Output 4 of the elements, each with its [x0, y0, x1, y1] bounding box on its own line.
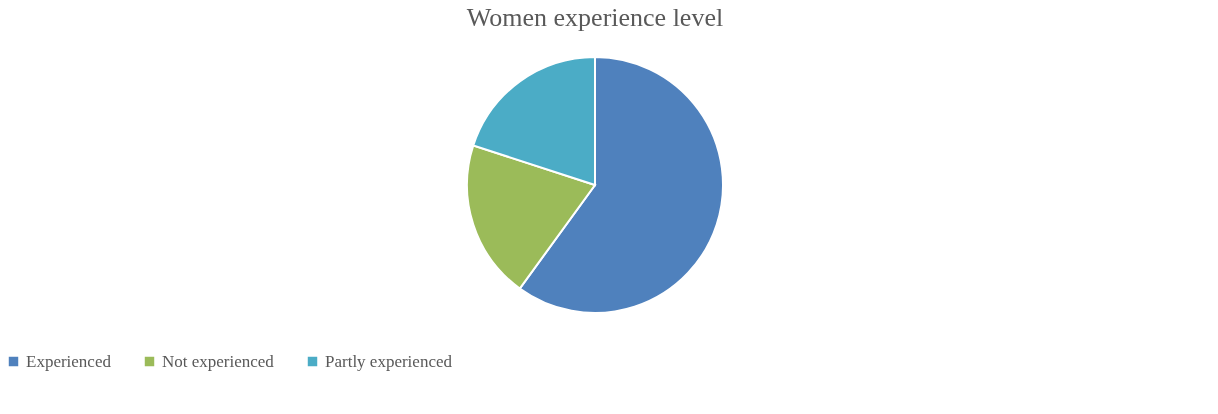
- legend-label: Not experienced: [162, 351, 275, 371]
- legend-label: Experienced: [26, 351, 112, 371]
- legend-label: Partly experienced: [325, 351, 453, 371]
- chart-title: Women experience level: [466, 3, 724, 32]
